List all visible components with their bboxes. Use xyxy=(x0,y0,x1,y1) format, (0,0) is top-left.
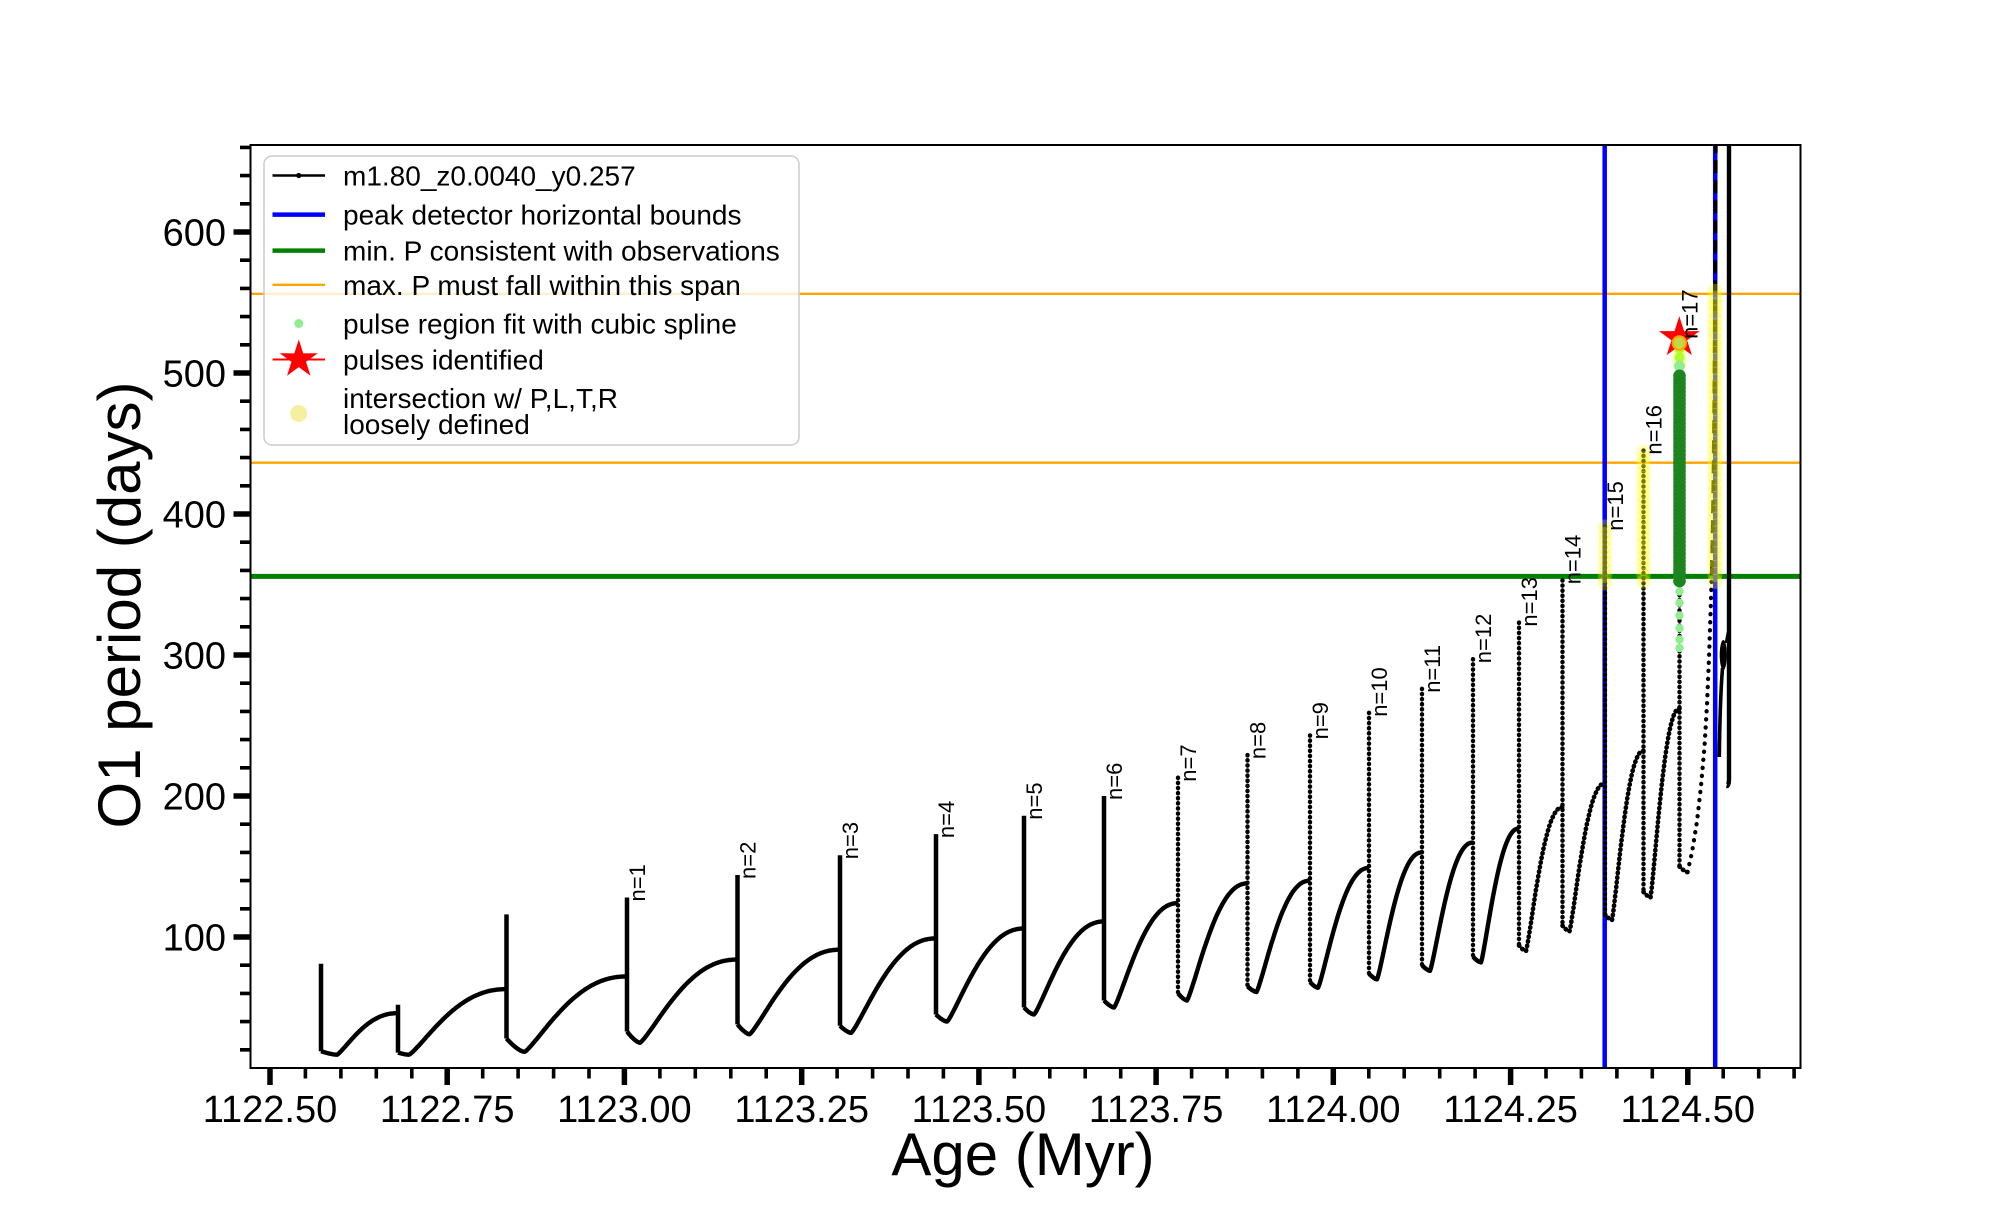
svg-text:500: 500 xyxy=(163,354,226,396)
svg-text:n=13: n=13 xyxy=(1517,577,1542,627)
svg-text:n=14: n=14 xyxy=(1561,535,1586,585)
svg-text:loosely defined: loosely defined xyxy=(343,409,530,440)
svg-text:n=11: n=11 xyxy=(1420,645,1445,693)
svg-text:1124.00: 1124.00 xyxy=(1266,1089,1401,1131)
svg-text:n=9: n=9 xyxy=(1308,702,1333,739)
svg-text:n=5: n=5 xyxy=(1022,782,1047,819)
svg-text:n=16: n=16 xyxy=(1642,405,1667,455)
svg-text:n=3: n=3 xyxy=(838,822,863,859)
svg-text:n=2: n=2 xyxy=(736,842,761,879)
svg-text:n=17: n=17 xyxy=(1678,289,1703,339)
svg-text:min. P consistent with observa: min. P consistent with observations xyxy=(343,236,780,267)
svg-text:1123.75: 1123.75 xyxy=(1089,1089,1224,1131)
svg-text:200: 200 xyxy=(163,777,226,819)
svg-text:m1.80_z0.0040_y0.257: m1.80_z0.0040_y0.257 xyxy=(343,161,636,192)
svg-text:1123.50: 1123.50 xyxy=(912,1089,1047,1131)
svg-text:n=7: n=7 xyxy=(1176,744,1201,781)
svg-text:n=15: n=15 xyxy=(1603,481,1628,531)
svg-text:600: 600 xyxy=(163,213,226,255)
svg-text:1122.50: 1122.50 xyxy=(203,1089,338,1131)
svg-text:intersection w/ P,L,T,R: intersection w/ P,L,T,R xyxy=(343,383,618,414)
svg-text:pulse region fit with cubic sp: pulse region fit with cubic spline xyxy=(343,309,737,340)
svg-text:1124.50: 1124.50 xyxy=(1621,1089,1756,1131)
svg-text:n=8: n=8 xyxy=(1246,722,1271,759)
svg-text:400: 400 xyxy=(163,495,226,537)
svg-text:1123.00: 1123.00 xyxy=(557,1089,692,1131)
svg-text:n=12: n=12 xyxy=(1471,614,1496,664)
svg-text:n=10: n=10 xyxy=(1367,667,1392,717)
svg-text:O1 period (days): O1 period (days) xyxy=(86,382,153,829)
svg-text:max. P must fall within this s: max. P must fall within this span xyxy=(343,270,741,301)
svg-text:300: 300 xyxy=(163,636,226,678)
svg-text:100: 100 xyxy=(163,918,226,960)
svg-text:n=4: n=4 xyxy=(934,801,959,838)
svg-text:n=1: n=1 xyxy=(625,864,650,901)
svg-text:pulses identified: pulses identified xyxy=(343,345,544,376)
svg-text:Age (Myr): Age (Myr) xyxy=(891,1121,1154,1188)
svg-text:1122.75: 1122.75 xyxy=(380,1089,515,1131)
svg-text:1123.25: 1123.25 xyxy=(734,1089,869,1131)
svg-text:n=6: n=6 xyxy=(1102,763,1127,800)
svg-text:1124.25: 1124.25 xyxy=(1443,1089,1578,1131)
svg-text:peak detector horizontal bound: peak detector horizontal bounds xyxy=(343,200,742,231)
